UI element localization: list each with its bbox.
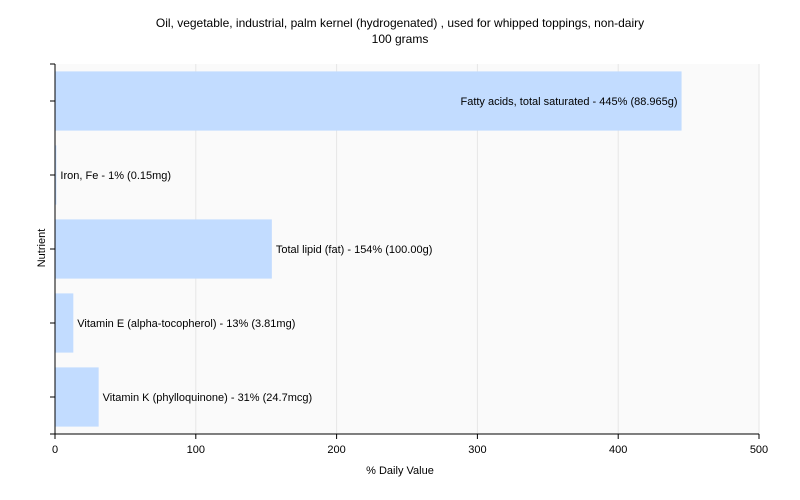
data-label: Fatty acids, total saturated - 445% (88.… (460, 96, 677, 108)
bar (55, 145, 57, 205)
chart-subtitle: 100 grams (371, 32, 429, 46)
bar (55, 219, 272, 279)
bar (55, 293, 74, 353)
y-axis-label: Nutrient (36, 228, 48, 268)
bar (55, 71, 682, 131)
data-label: Vitamin K (phylloquinone) - 31% (24.7mcg… (103, 392, 313, 404)
x-tick-label: 500 (750, 444, 768, 456)
x-tick-label: 300 (468, 444, 486, 456)
bar (55, 367, 99, 427)
x-tick-label: 0 (52, 444, 58, 456)
data-label: Total lipid (fat) - 154% (100.00g) (276, 244, 433, 256)
x-tick-label: 200 (327, 444, 345, 456)
x-tick-label: 100 (187, 444, 205, 456)
x-axis-label: % Daily Value (366, 465, 434, 477)
data-label: Iron, Fe - 1% (0.15mg) (60, 170, 171, 182)
x-tick-label: 400 (609, 444, 627, 456)
data-label: Vitamin E (alpha-tocopherol) - 13% (3.81… (77, 318, 295, 330)
chart-title: Oil, vegetable, industrial, palm kernel … (155, 16, 645, 30)
